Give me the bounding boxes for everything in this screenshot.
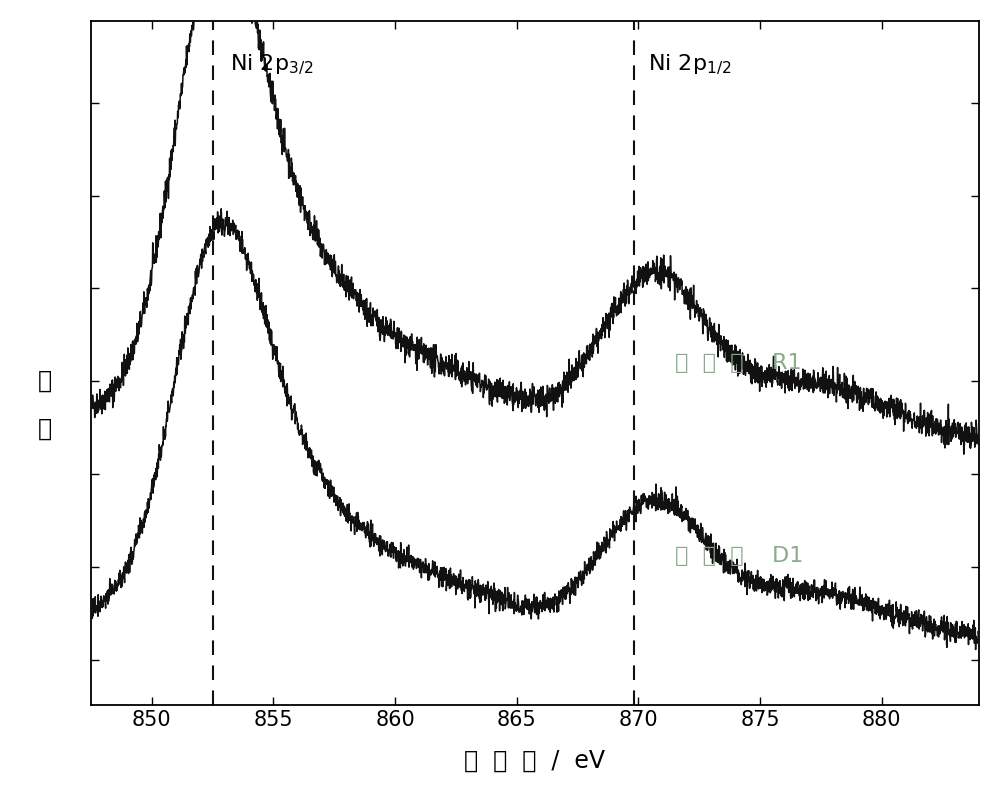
Text: 催  化  剂    D1: 催 化 剂 D1 [675,546,803,566]
Text: Ni 2p$_{3/2}$: Ni 2p$_{3/2}$ [230,53,313,77]
Text: 度: 度 [38,417,52,441]
Text: Ni 2p$_{1/2}$: Ni 2p$_{1/2}$ [648,53,731,77]
X-axis label: 结  合  能  /  eV: 结 合 能 / eV [464,750,605,773]
Text: 强: 强 [38,369,52,393]
Text: 催  化  剂    R1: 催 化 剂 R1 [675,353,802,373]
